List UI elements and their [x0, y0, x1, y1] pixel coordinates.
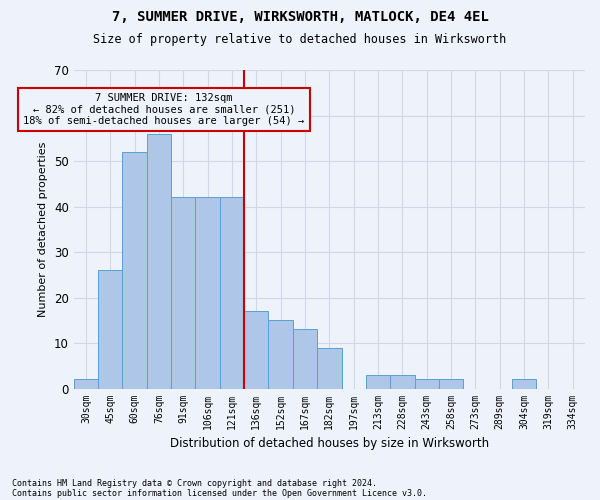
Text: Size of property relative to detached houses in Wirksworth: Size of property relative to detached ho… — [94, 32, 506, 46]
Bar — [196, 198, 220, 388]
Bar — [415, 380, 439, 388]
Bar — [390, 375, 415, 388]
Bar — [122, 152, 147, 388]
Bar — [244, 311, 268, 388]
Bar — [439, 380, 463, 388]
Bar — [366, 375, 390, 388]
Bar — [512, 380, 536, 388]
Bar — [268, 320, 293, 388]
Bar — [317, 348, 341, 389]
Text: Contains public sector information licensed under the Open Government Licence v3: Contains public sector information licen… — [12, 488, 427, 498]
Bar — [220, 198, 244, 388]
Text: 7 SUMMER DRIVE: 132sqm
← 82% of detached houses are smaller (251)
18% of semi-de: 7 SUMMER DRIVE: 132sqm ← 82% of detached… — [23, 93, 304, 126]
Bar — [293, 330, 317, 388]
Bar — [98, 270, 122, 388]
Bar — [147, 134, 171, 388]
Bar — [171, 198, 196, 388]
Y-axis label: Number of detached properties: Number of detached properties — [38, 142, 49, 317]
Text: Contains HM Land Registry data © Crown copyright and database right 2024.: Contains HM Land Registry data © Crown c… — [12, 478, 377, 488]
X-axis label: Distribution of detached houses by size in Wirksworth: Distribution of detached houses by size … — [170, 437, 489, 450]
Text: 7, SUMMER DRIVE, WIRKSWORTH, MATLOCK, DE4 4EL: 7, SUMMER DRIVE, WIRKSWORTH, MATLOCK, DE… — [112, 10, 488, 24]
Bar — [74, 380, 98, 388]
